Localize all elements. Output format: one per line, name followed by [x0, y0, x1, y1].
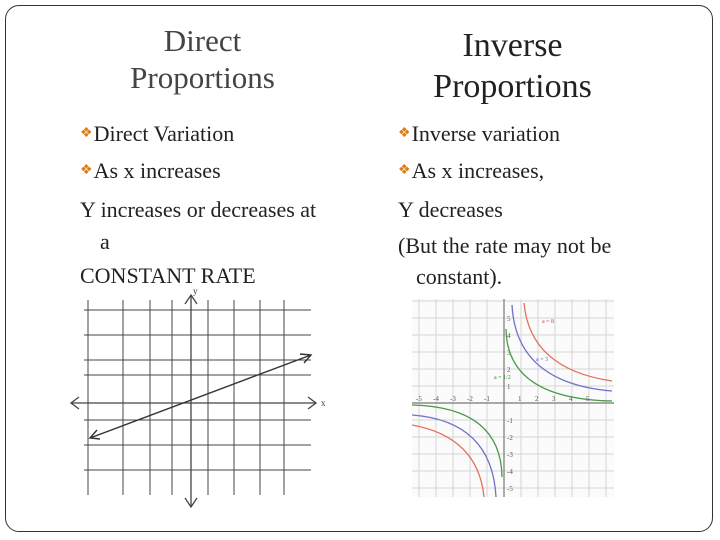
right-body-line1: Y decreases: [398, 197, 503, 222]
curve-a3-q1: [511, 304, 613, 392]
right-body-line2: (But the rate may not be: [398, 233, 612, 258]
curve-a05-q3: [412, 404, 503, 478]
grid-lines: [84, 300, 311, 495]
right-bullet-2-text: As x increases,: [411, 158, 545, 183]
x-tick-label: -4: [433, 395, 439, 403]
curve-label-a05: a = 1/2: [494, 375, 511, 381]
left-body-line1: Y increases or decreases at: [80, 197, 317, 222]
x-tick-label: -1: [484, 395, 490, 403]
y-tick-labels: 5 4 3 2 1 -1 -2 -3 -4 -5: [507, 315, 513, 493]
curve-label-a3: a = 3: [536, 357, 548, 363]
y-tick-label: -2: [507, 434, 513, 442]
right-bullet-1-text: Inverse variation: [411, 121, 560, 146]
slide-frame: [5, 5, 713, 532]
y-tick-label: 5: [507, 315, 511, 323]
left-bullet-1-text: Direct Variation: [93, 121, 235, 146]
left-title-line2: Proportions: [130, 60, 275, 96]
x-tick-label: 4: [569, 395, 573, 403]
inverse-variation-graph: -5 -4 -3 -2 -1 1 2 3 4 5 5 4 3 2 1 -1 -2 -3 -4 -5 a = 8 a …: [412, 299, 614, 497]
y-tick-label: 3: [507, 349, 511, 357]
y-tick-label: -3: [507, 451, 513, 459]
curve-a05-q1: [505, 328, 613, 402]
bullet-icon: ❖: [80, 126, 93, 141]
right-body-line3: constant).: [416, 264, 503, 289]
x-tick-label: 3: [552, 395, 556, 403]
y-axis-label: y: [193, 286, 198, 296]
right-title-line2: Proportions: [433, 67, 592, 105]
curve-label-a8: a = 8: [542, 319, 554, 325]
bullet-icon: ❖: [80, 163, 93, 178]
y-tick-label: 4: [507, 332, 511, 340]
grid-lines: [412, 299, 614, 497]
x-tick-label: 1: [518, 395, 522, 403]
curve-a3-q3: [412, 414, 497, 497]
x-tick-label: -3: [450, 395, 456, 403]
right-title-line1: Inverse: [462, 27, 563, 64]
right-bullet-2: ❖As x increases,: [398, 158, 544, 184]
direct-line: [88, 353, 313, 440]
bullet-icon: ❖: [398, 163, 411, 178]
direct-variation-graph: y x: [69, 286, 326, 509]
left-title: Direct Proportions: [90, 22, 315, 96]
y-tick-label: -5: [507, 485, 513, 493]
inverse-curves: [412, 302, 613, 497]
axes: [69, 293, 318, 509]
y-tick-label: -1: [507, 417, 513, 425]
left-title-line1: Direct: [163, 23, 242, 58]
left-body-line3-clip: CONSTANT RATE: [78, 258, 318, 285]
left-body-line2: a: [100, 229, 110, 254]
axes: [412, 299, 614, 497]
y-tick-label: 1: [507, 383, 511, 391]
curve-a8-q3: [412, 424, 485, 497]
y-tick-label: -4: [507, 468, 513, 476]
x-tick-label: -2: [467, 395, 473, 403]
left-bullet-2-text: As x increases: [93, 158, 221, 183]
left-body-line3: CONSTANT RATE: [80, 263, 256, 285]
right-bullet-1: ❖Inverse variation: [398, 121, 560, 147]
left-bullet-2: ❖As x increases: [80, 158, 221, 184]
y-tick-label: 2: [507, 366, 511, 374]
bullet-icon: ❖: [398, 126, 411, 141]
left-bullet-1: ❖Direct Variation: [80, 121, 234, 147]
right-title: Inverse Proportions: [400, 26, 625, 108]
x-tick-label: -5: [416, 395, 422, 403]
curve-a8-q1: [523, 302, 613, 382]
x-axis-label: x: [321, 398, 326, 408]
x-tick-label: 2: [535, 395, 539, 403]
